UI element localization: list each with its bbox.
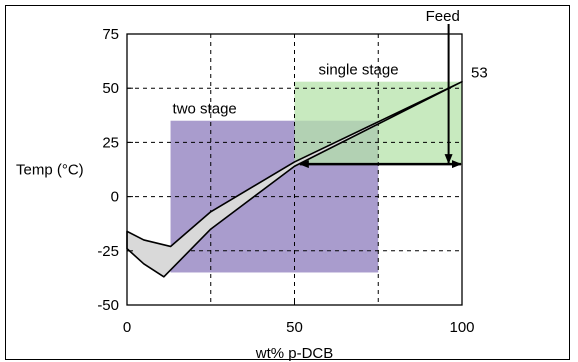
endpoint-label: 53	[471, 65, 488, 82]
y-tick-label: 75	[102, 26, 119, 43]
x-axis-label: wt% p-DCB	[255, 345, 334, 362]
grid-layer	[127, 34, 462, 305]
region-two-stage-label: two stage	[173, 101, 237, 118]
y-tick-label: -25	[97, 243, 119, 260]
y-tick-label: 50	[102, 80, 119, 97]
x-tick-label: 100	[449, 319, 474, 336]
region-single-stage-label: single stage	[319, 62, 399, 79]
feed-label: Feed	[426, 8, 460, 25]
y-tick-label: 0	[111, 189, 119, 206]
x-tick-label: 50	[286, 319, 303, 336]
y-tick-label: 25	[102, 134, 119, 151]
x-tick-label: 0	[123, 319, 131, 336]
y-axis-label: Temp (°C)	[16, 162, 84, 179]
y-tick-label: -50	[97, 297, 119, 314]
solubility-band	[126, 80, 463, 278]
